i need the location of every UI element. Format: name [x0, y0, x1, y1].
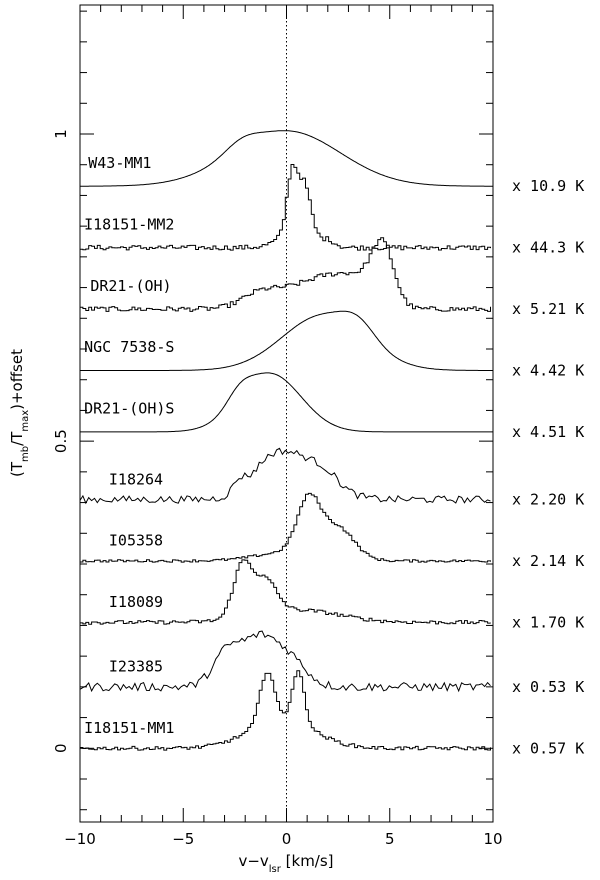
spectra-series	[79, 130, 493, 751]
spectrum-line-i18151-mm2	[80, 164, 491, 251]
source-label: W43-MM1	[88, 154, 151, 172]
spectrum-line-i18089	[80, 559, 491, 625]
source-label: I18264	[109, 470, 163, 488]
x-tick-label: 5	[385, 830, 395, 848]
scale-factor-label: x 0.53 K	[512, 678, 584, 696]
scale-factor-label: x 2.20 K	[512, 491, 584, 509]
axis-tick-labels: −10 −5 0 5 10 0 0.5 1	[52, 129, 503, 848]
spectrum-line-dr21-oh-s	[80, 372, 493, 433]
y-tick-label: 0	[52, 744, 70, 754]
x-axis-label: v−vlsr [km/s]	[238, 852, 333, 875]
x-tick-label: 0	[282, 830, 292, 848]
source-label: DR21-(OH)S	[84, 400, 174, 418]
spectrum-line-i18264	[79, 447, 491, 505]
scale-factor-label: x 1.70 K	[512, 613, 584, 631]
spectrum-line-ngc-7538-s	[80, 310, 493, 371]
scale-factor-label: x 0.57 K	[512, 739, 584, 757]
scale-factor-label: x 10.9 K	[512, 177, 584, 195]
scale-factor-label: x 5.21 K	[512, 300, 584, 318]
source-label: I18089	[109, 593, 163, 611]
y-tick-label: 0.5	[52, 429, 70, 453]
spectrum-line-i23385	[79, 630, 491, 693]
y-axis-label: (Tmb/Tmax)+offset	[8, 349, 31, 477]
source-label: I18151-MM2	[84, 215, 174, 233]
scale-factor-label: x 44.3 K	[512, 239, 584, 257]
source-label: I05358	[109, 532, 163, 550]
spectrum-line-i18151-mm1	[80, 670, 491, 751]
spectrum-line-w43-mm1	[80, 130, 493, 187]
source-labels: W43-MM1 I18151-MM2 DR21-(OH) NGC 7538-S DR21…	[84, 154, 174, 737]
axis-ticks	[79, 5, 494, 822]
source-label: DR21-(OH)	[90, 277, 171, 295]
source-label: NGC 7538-S	[84, 338, 174, 356]
x-tick-label: −10	[64, 830, 96, 848]
spectrum-line-i05358	[80, 492, 491, 563]
scale-factor-label: x 4.51 K	[512, 423, 584, 441]
x-tick-label: 10	[483, 830, 502, 848]
scale-factor-label: x 2.14 K	[512, 552, 584, 570]
scale-factor-labels: x 10.9 K x 44.3 K x 5.21 K x 4.42 K x 4.51 K…	[512, 177, 584, 757]
spectrum-line-dr21-oh-	[80, 237, 491, 312]
y-tick-label: 1	[52, 129, 70, 139]
x-tick-label: −5	[172, 830, 194, 848]
source-label: I18151-MM1	[84, 719, 174, 737]
scale-factor-label: x 4.42 K	[512, 362, 584, 380]
source-label: I23385	[109, 658, 163, 676]
